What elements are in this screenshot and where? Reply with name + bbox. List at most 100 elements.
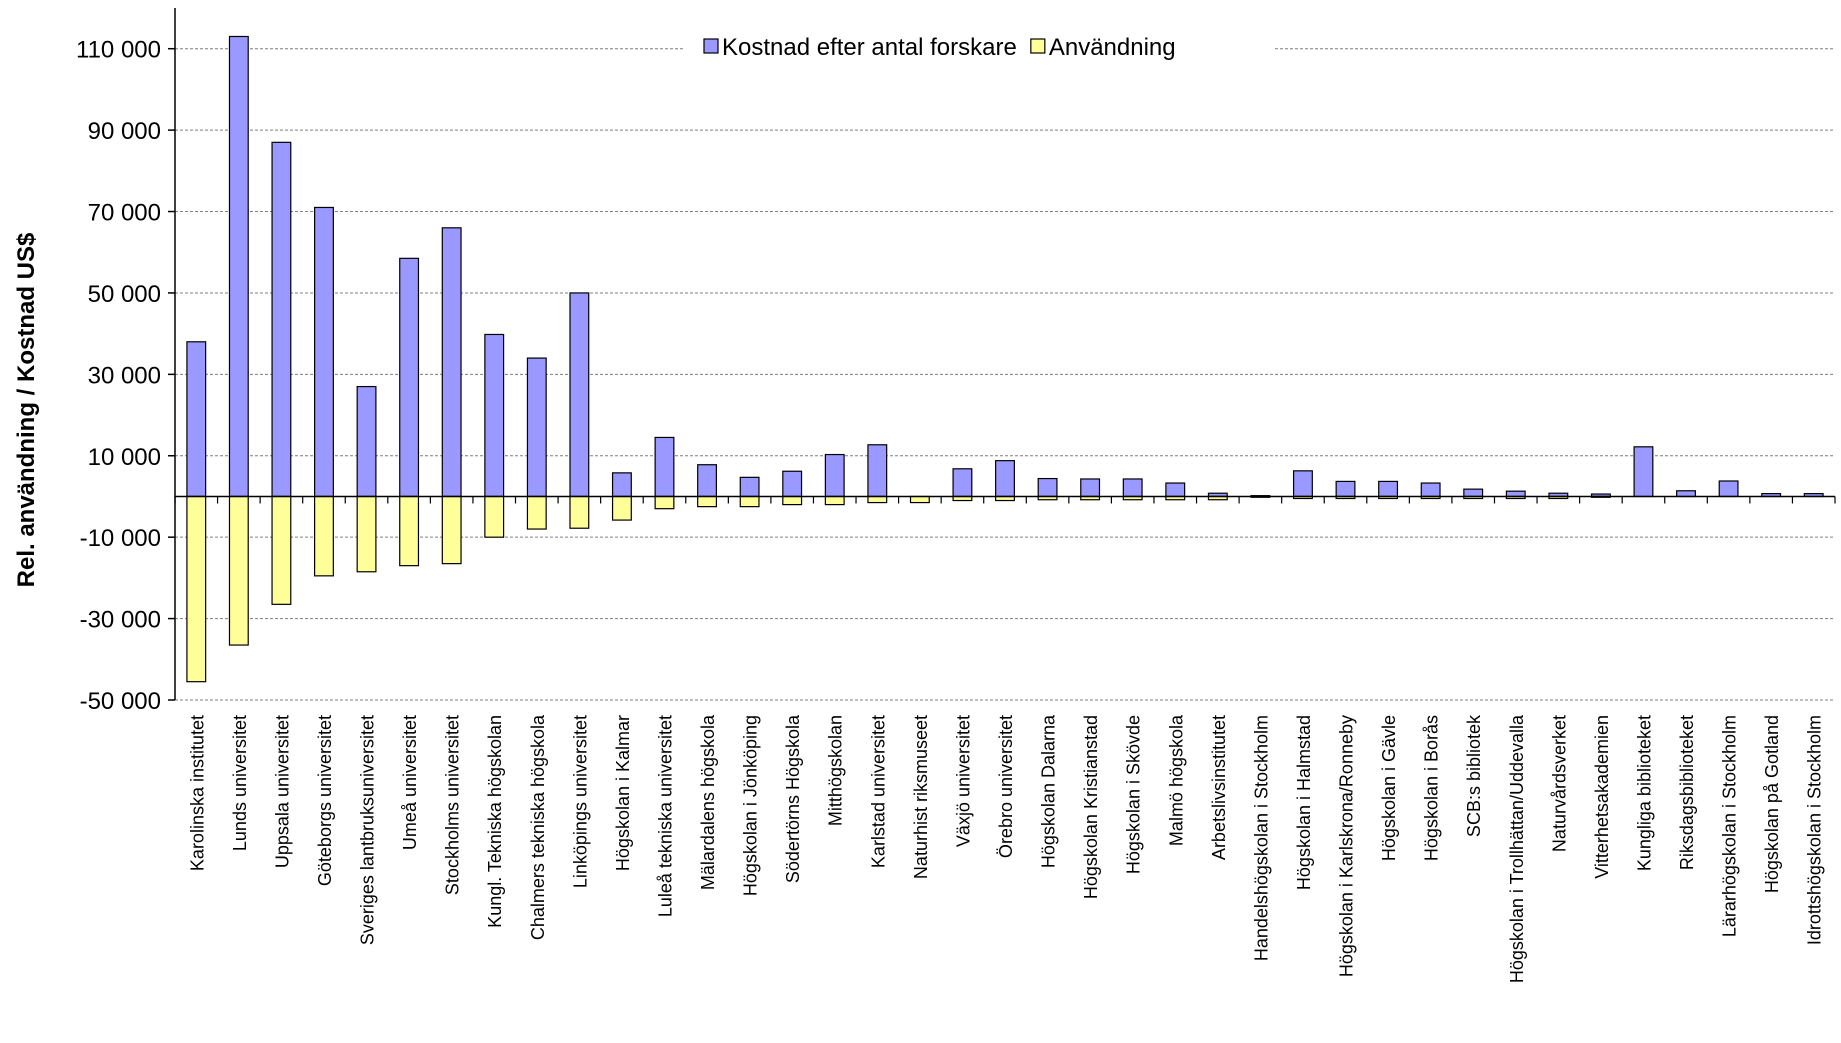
bar-kostnad xyxy=(824,453,845,498)
category-label: Högskolan i Borås xyxy=(1422,715,1442,861)
category-label: Vitterhetsakademien xyxy=(1592,715,1612,879)
bar-anvandning xyxy=(611,495,632,521)
bar-kostnad xyxy=(1292,470,1313,498)
category-label: Högskolan på Gotland xyxy=(1762,715,1782,893)
category-label: Uppsala universitet xyxy=(272,715,292,868)
category-label: Chalmers tekniska högskola xyxy=(528,714,548,940)
bar-kostnad xyxy=(1378,480,1399,498)
bar-kostnad xyxy=(867,444,888,498)
bar-anvandning xyxy=(782,495,803,506)
bar-kostnad xyxy=(484,333,505,498)
bar-kostnad xyxy=(1335,480,1356,498)
category-label: Linköpings universitet xyxy=(570,715,590,888)
bar-anvandning xyxy=(441,495,462,565)
legend-label: Användning xyxy=(1049,34,1176,61)
bar-anvandning xyxy=(654,495,675,510)
category-label: Högskolan Dalarna xyxy=(1039,714,1059,868)
bar-kostnad xyxy=(952,468,973,498)
category-label: Sveriges lantbruksuniversitet xyxy=(358,715,378,945)
y-tick-label: -30 000 xyxy=(80,607,161,634)
category-label: Idrottshögskolan i Stockholm xyxy=(1805,715,1825,945)
bar-anvandning xyxy=(867,495,888,504)
bar-anvandning xyxy=(697,495,718,508)
bar-anvandning xyxy=(569,495,590,529)
category-label: Högskolan i Halmstad xyxy=(1294,715,1314,890)
tick-labels: -50 000 -30 000 -10 000 10 000 30 000 50 000 7… xyxy=(76,37,1825,983)
category-label: Högskolan i Karlskrona/Ronneby xyxy=(1337,715,1357,977)
y-tick-label: 50 000 xyxy=(88,281,161,308)
bar-kostnad xyxy=(1080,478,1101,498)
bar-kostnad xyxy=(356,385,377,498)
category-label: Kungliga biblioteket xyxy=(1634,715,1654,871)
category-label: Malmö högskola xyxy=(1166,714,1186,846)
category-label: Arbetslivsinstitutet xyxy=(1209,715,1229,860)
category-label: Karlstad universitet xyxy=(868,715,888,868)
bar-kostnad xyxy=(186,341,207,498)
bar-anvandning xyxy=(186,495,207,683)
bar-kostnad xyxy=(271,141,292,498)
bar-anvandning xyxy=(314,495,334,577)
y-tick-label: 110 000 xyxy=(76,37,161,64)
bar-kostnad xyxy=(697,464,718,498)
category-label: Södertörns Högskola xyxy=(783,714,803,883)
category-label: Högskolan i Jönköping xyxy=(741,715,761,896)
bar-kostnad xyxy=(1505,490,1526,498)
bar-kostnad xyxy=(1676,490,1696,498)
bars xyxy=(186,35,1824,683)
y-tick-label: 10 000 xyxy=(88,444,161,471)
bar-kostnad xyxy=(654,436,675,498)
gridlines xyxy=(175,48,1835,701)
bar-kostnad xyxy=(1420,482,1441,498)
bar-kostnad xyxy=(1633,446,1654,498)
y-tick-label: 30 000 xyxy=(88,362,161,389)
category-label: Riksdagsbiblioteket xyxy=(1677,715,1697,870)
bar-kostnad xyxy=(1718,480,1739,498)
y-axis-title: Rel. användning / Kostnad US$ xyxy=(13,232,40,587)
y-tick-label: 90 000 xyxy=(88,118,161,145)
category-label: Örebro universitet xyxy=(996,715,1016,858)
category-label: Mälardalens högskola xyxy=(698,714,718,890)
category-label: Växjö universitet xyxy=(953,715,973,847)
bar-kostnad xyxy=(995,460,1015,498)
y-tick-label: -10 000 xyxy=(80,525,161,552)
category-label: Göteborgs universitet xyxy=(315,715,335,886)
category-label: Luleå tekniska universitet xyxy=(655,715,675,917)
bar-kostnad xyxy=(611,472,632,498)
bar-anvandning xyxy=(739,495,760,508)
legend-box xyxy=(684,28,1274,64)
bar-kostnad xyxy=(526,357,547,498)
bar-kostnad xyxy=(441,227,462,498)
y-tick-label: 70 000 xyxy=(88,200,161,227)
category-label: Stockholms universitet xyxy=(443,715,463,895)
category-label: Högskolan i Skövde xyxy=(1124,715,1144,874)
legend-label: Kostnad efter antal forskare xyxy=(722,34,1017,61)
bar-kostnad xyxy=(569,292,590,498)
bar-kostnad xyxy=(1165,482,1186,498)
bar-kostnad xyxy=(314,206,334,498)
bar-anvandning xyxy=(228,495,249,646)
bar-anvandning xyxy=(909,495,930,504)
category-label: Umeå universitet xyxy=(400,715,420,850)
bar-anvandning xyxy=(399,495,420,567)
category-label: Naturvårdsverket xyxy=(1549,715,1569,852)
bar-anvandning xyxy=(356,495,377,573)
legend-swatch xyxy=(1030,38,1046,54)
bar-kostnad xyxy=(739,476,760,498)
bar-anvandning xyxy=(526,495,547,530)
bar-anvandning xyxy=(824,495,845,506)
bar-kostnad xyxy=(228,35,249,498)
legend: Kostnad efter antal forskare Användning xyxy=(684,28,1274,64)
bar-kostnad xyxy=(1463,488,1484,498)
y-tick-label: -50 000 xyxy=(80,688,161,715)
category-label: Naturhist riksmuseet xyxy=(911,715,931,879)
category-label: Mitthögskolan xyxy=(826,715,846,826)
category-label: Lunds universitet xyxy=(230,715,250,851)
category-label: Högskolan i Kalmar xyxy=(613,715,633,871)
bar-anvandning xyxy=(271,495,292,605)
legend-swatch xyxy=(703,38,719,54)
category-label: Karolinska institutet xyxy=(187,715,207,871)
category-label: Handelshögskolan i Stockholm xyxy=(1251,715,1271,961)
category-label: Högskolan i Gävle xyxy=(1379,715,1399,861)
bar-anvandning xyxy=(484,495,505,538)
